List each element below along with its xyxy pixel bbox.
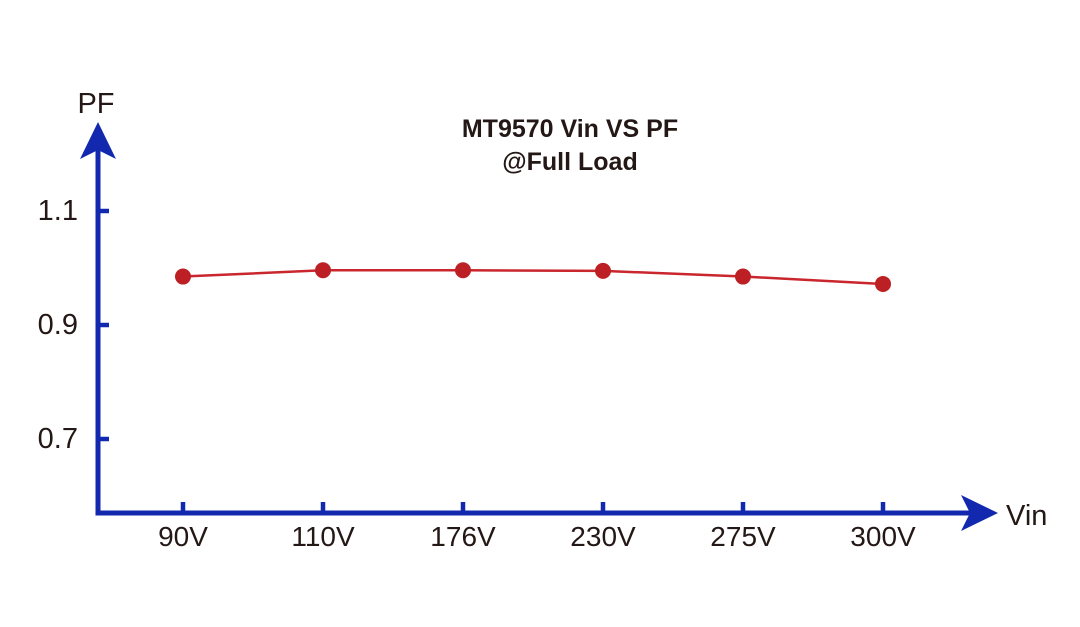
- data-point: [175, 268, 191, 285]
- y-axis-label: PF: [77, 88, 115, 120]
- chart-title-line2: @Full Load: [502, 148, 638, 176]
- y-axis-arrowhead: [80, 122, 116, 159]
- chart-title-line1: MT9570 Vin VS PF: [461, 115, 679, 143]
- y-tick-label: 1.1: [37, 195, 78, 227]
- x-tick-label: 300V: [850, 521, 916, 552]
- data-point: [735, 268, 751, 285]
- data-point: [595, 262, 611, 279]
- chart-title: MT9570 Vin VS PF @Full Load: [370, 113, 770, 179]
- data-point: [315, 262, 331, 279]
- x-tick-label: 275V: [710, 521, 776, 552]
- x-tick-label: 90V: [158, 521, 208, 552]
- series-line: [182, 269, 884, 286]
- y-tick-label: 0.9: [37, 309, 78, 341]
- y-tick-label: 0.7: [37, 423, 78, 455]
- x-tick-label: 176V: [430, 521, 496, 552]
- x-axis-arrowhead: [961, 495, 998, 531]
- data-point: [455, 262, 471, 279]
- x-tick-label: 110V: [291, 521, 355, 552]
- x-axis-label: Vin: [1006, 500, 1048, 532]
- x-tick-label: 230V: [570, 521, 636, 552]
- data-point: [875, 275, 891, 292]
